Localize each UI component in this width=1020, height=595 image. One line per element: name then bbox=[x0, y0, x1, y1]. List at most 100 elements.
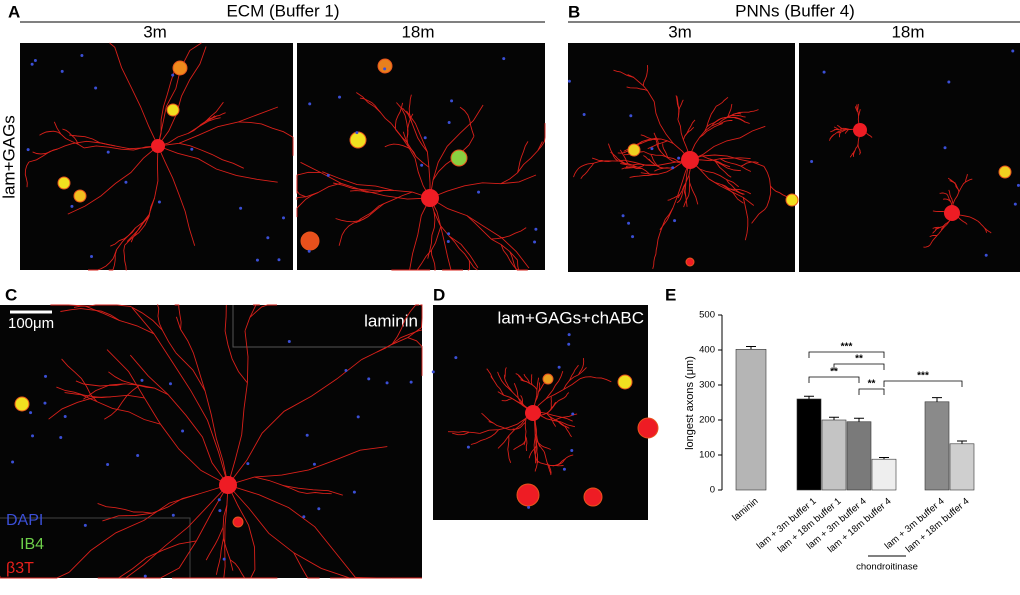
neurite bbox=[53, 121, 85, 149]
cell bbox=[637, 417, 659, 439]
nucleus bbox=[943, 146, 947, 150]
nucleus bbox=[352, 490, 356, 494]
neurite bbox=[545, 370, 564, 399]
neurite bbox=[721, 184, 744, 195]
nucleus bbox=[621, 214, 625, 218]
neurite bbox=[735, 117, 750, 124]
neurite bbox=[659, 159, 691, 231]
y-tick-label: 200 bbox=[699, 415, 715, 426]
neurite bbox=[227, 330, 249, 486]
y-tick-label: 300 bbox=[699, 380, 715, 391]
significance-bracket bbox=[858, 388, 885, 395]
neurite bbox=[537, 442, 551, 450]
neurite bbox=[490, 376, 505, 396]
neurite bbox=[296, 182, 342, 200]
nucleus bbox=[44, 374, 48, 378]
neurite bbox=[117, 484, 229, 579]
neurite bbox=[222, 505, 234, 571]
neurite bbox=[350, 190, 384, 193]
nucleus bbox=[171, 73, 175, 77]
soma bbox=[681, 151, 699, 169]
neurite bbox=[667, 193, 681, 201]
cell bbox=[583, 487, 603, 507]
neurite bbox=[406, 110, 431, 198]
neurite bbox=[532, 378, 581, 414]
neurite bbox=[416, 226, 442, 271]
neurite bbox=[950, 179, 960, 193]
cell bbox=[998, 165, 1012, 179]
neurite bbox=[832, 130, 842, 137]
neurite bbox=[244, 304, 260, 332]
stain-label: β3T bbox=[6, 560, 34, 577]
neurite bbox=[689, 157, 751, 162]
nucleus bbox=[822, 70, 826, 74]
neurite bbox=[466, 215, 518, 261]
neurite bbox=[515, 373, 524, 382]
error-bar bbox=[854, 417, 864, 422]
neurite bbox=[854, 106, 859, 113]
significance-bracket bbox=[808, 376, 860, 383]
bar bbox=[871, 458, 897, 491]
neurite bbox=[619, 149, 629, 164]
significance-label: *** bbox=[917, 371, 929, 382]
neurite bbox=[714, 160, 732, 178]
neurite bbox=[564, 426, 572, 438]
neurite bbox=[448, 235, 478, 271]
neurite bbox=[525, 435, 528, 452]
neurite bbox=[227, 484, 377, 579]
neurite bbox=[50, 304, 155, 335]
neurite bbox=[770, 185, 791, 198]
nucleus bbox=[217, 498, 221, 502]
neurite bbox=[923, 244, 931, 248]
neurite bbox=[112, 214, 150, 259]
nucleus bbox=[984, 253, 988, 257]
neurite bbox=[751, 206, 768, 224]
neurite bbox=[157, 46, 207, 147]
column-label: 3m bbox=[668, 22, 692, 41]
neurite bbox=[948, 189, 954, 205]
neurite bbox=[833, 126, 840, 131]
neurite bbox=[538, 382, 545, 393]
neurite bbox=[726, 103, 733, 119]
neurite bbox=[578, 358, 585, 375]
cell bbox=[617, 374, 633, 390]
neurite bbox=[676, 96, 680, 120]
neurite bbox=[384, 143, 412, 150]
nucleus bbox=[307, 249, 311, 253]
neurite bbox=[97, 502, 153, 514]
x-tick-label: laminin bbox=[730, 496, 760, 524]
neurite bbox=[491, 227, 527, 240]
scale-label: 100μm bbox=[8, 315, 54, 332]
panel-title: ECM (Buffer 1) bbox=[226, 1, 339, 20]
neurite bbox=[942, 198, 951, 202]
nucleus bbox=[355, 131, 359, 135]
error-bar bbox=[879, 456, 889, 460]
cell bbox=[14, 396, 30, 412]
neurite bbox=[361, 306, 423, 361]
neurite bbox=[333, 182, 394, 191]
neurite bbox=[109, 42, 159, 147]
cell bbox=[627, 143, 641, 157]
neurite bbox=[408, 94, 413, 123]
neurite bbox=[131, 307, 229, 486]
neurite bbox=[977, 220, 988, 233]
nucleus bbox=[527, 505, 531, 509]
significance-bracket bbox=[833, 363, 885, 370]
neurite bbox=[124, 197, 155, 246]
neurite bbox=[857, 143, 862, 153]
neurite bbox=[497, 371, 509, 389]
nucleus bbox=[246, 462, 250, 466]
stain-legend: DAPI IB4 β3T bbox=[6, 512, 44, 577]
neurite bbox=[537, 123, 546, 151]
caption: laminin bbox=[364, 311, 418, 330]
neurite bbox=[836, 124, 843, 129]
neurite bbox=[83, 383, 169, 400]
neurite bbox=[699, 168, 739, 188]
neurite bbox=[580, 162, 595, 180]
nucleus bbox=[305, 433, 309, 437]
neurite bbox=[507, 435, 512, 463]
neurite bbox=[322, 171, 431, 199]
neurite bbox=[83, 145, 159, 151]
neurite bbox=[429, 174, 537, 199]
neurite bbox=[643, 151, 680, 162]
